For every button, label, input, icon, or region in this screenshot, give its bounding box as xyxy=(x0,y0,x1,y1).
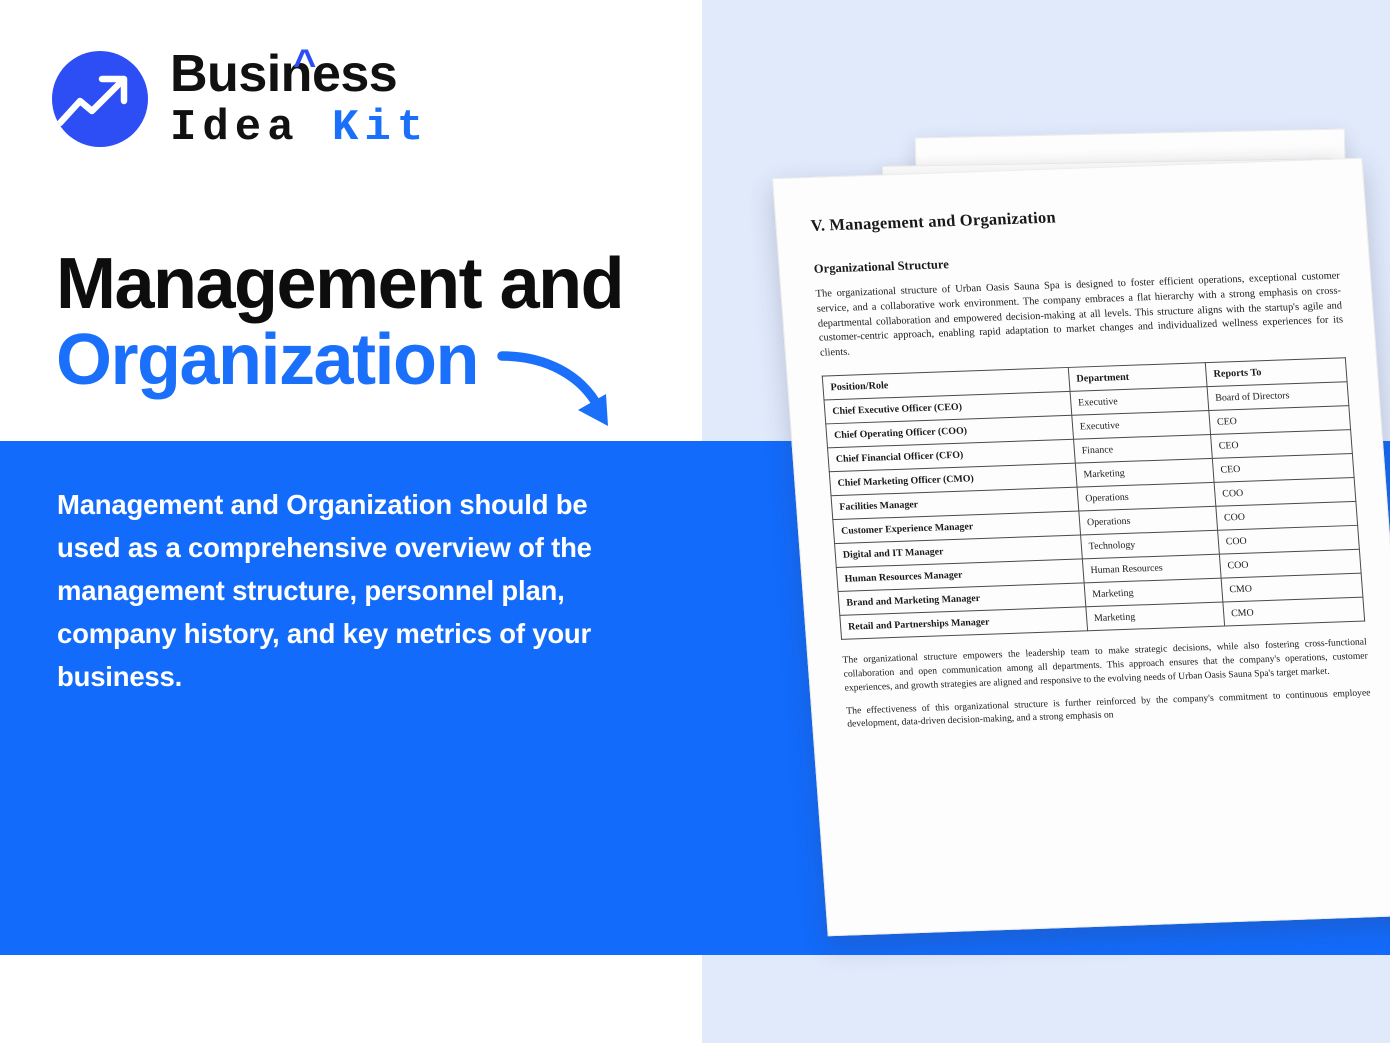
page-title-line1: Management and xyxy=(56,244,625,324)
circumflex-accent-icon: ^ xyxy=(293,42,316,86)
cell-department: Marketing xyxy=(1085,601,1225,631)
curved-down-right-arrow-icon xyxy=(497,351,608,426)
document-stack: ns, a flat on- ch, lients. rs ns, xyxy=(640,120,1390,937)
brand-wordmark: Business ^ Idea Kit xyxy=(170,44,429,150)
page-title-line2: Organization xyxy=(56,320,480,401)
description-text: Management and Organization should be us… xyxy=(57,489,592,692)
document-closing-section: The organizational structure empowers th… xyxy=(842,635,1372,732)
brand-name-business: Business ^ xyxy=(170,44,429,103)
document-closing-paragraph-1: The organizational structure empowers th… xyxy=(842,636,1369,694)
document-intro-paragraph: The organizational structure of Urban Oa… xyxy=(815,270,1344,359)
brand-name-idea: Idea xyxy=(170,103,300,153)
table-body: Chief Executive Officer (CEO) Executive … xyxy=(823,381,1365,640)
cell-reports-to: CMO xyxy=(1222,596,1365,626)
page-title: Management and Organization xyxy=(56,246,676,399)
document-heading: V. Management and Organization xyxy=(809,207,1057,235)
brand-name-idea-kit: Idea Kit xyxy=(170,106,429,150)
trend-arrow-circle-icon xyxy=(52,51,148,147)
document-content: V. Management and Organization Organizat… xyxy=(773,159,1390,751)
brand-name-business-text: Business xyxy=(170,45,398,103)
organizational-structure-table: Position/Role Department Reports To Chie… xyxy=(822,357,1365,640)
document-page-front: V. Management and Organization Organizat… xyxy=(772,157,1390,937)
document-closing-paragraph-2: The effectiveness of this organizational… xyxy=(845,686,1371,731)
brand-logo[interactable]: Business ^ Idea Kit xyxy=(52,44,429,150)
brand-name-kit: Kit xyxy=(332,103,430,153)
